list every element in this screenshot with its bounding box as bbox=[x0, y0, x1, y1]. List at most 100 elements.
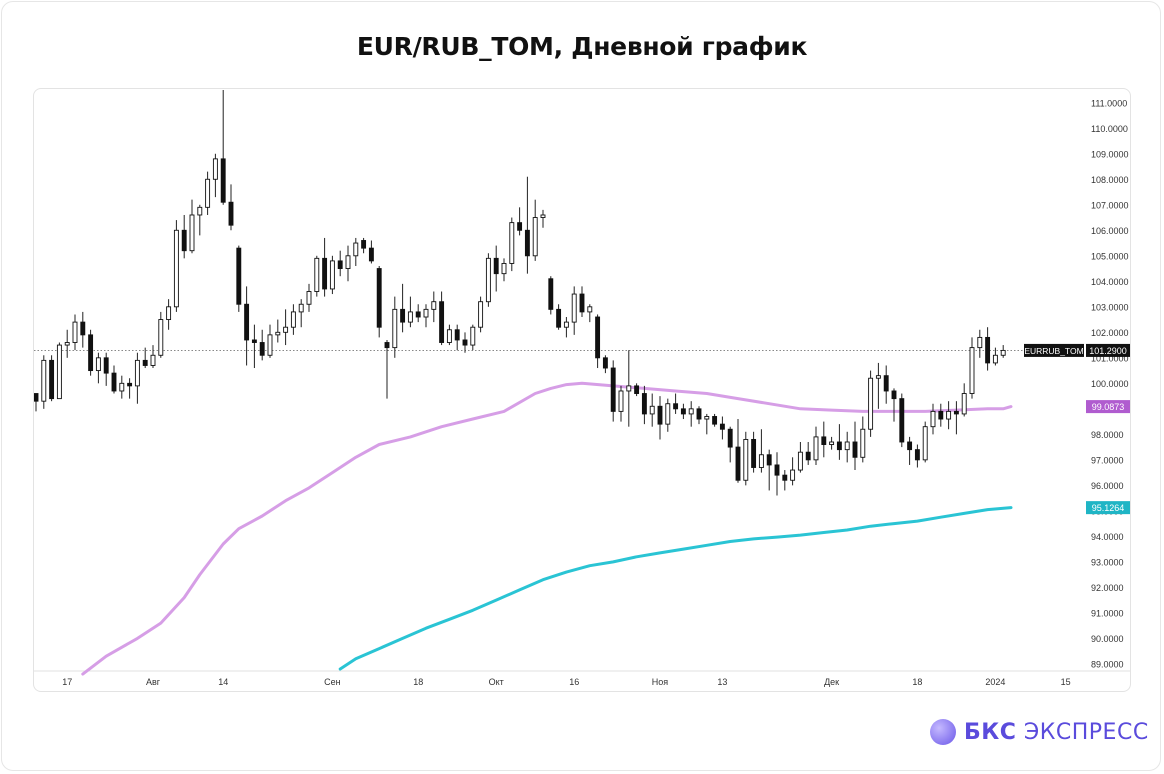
candle-body bbox=[922, 426, 928, 461]
candle-body bbox=[244, 303, 250, 341]
candle-body bbox=[259, 342, 265, 356]
candle-body bbox=[88, 334, 94, 372]
candle-body bbox=[446, 329, 452, 343]
candle-body bbox=[64, 342, 70, 346]
y-tick-label: 104.0000 bbox=[1091, 277, 1129, 287]
candle-body bbox=[860, 428, 866, 458]
candle-body bbox=[392, 308, 398, 349]
brand-bold: БКС bbox=[964, 719, 1017, 745]
y-tick-label: 111.0000 bbox=[1091, 98, 1127, 108]
moving-average-line bbox=[81, 381, 1013, 676]
candle-body bbox=[337, 260, 343, 269]
x-tick-label: Ноя bbox=[652, 677, 669, 687]
candle-body bbox=[946, 410, 952, 420]
candle-body bbox=[478, 301, 484, 328]
candle-body bbox=[758, 454, 764, 468]
candle-body bbox=[275, 331, 281, 336]
y-tick-label: 101.0000 bbox=[1091, 353, 1129, 363]
last-price-name: EURRUB_TOM bbox=[1024, 346, 1083, 356]
candle-body bbox=[805, 451, 811, 461]
x-tick-label: Окт bbox=[489, 677, 504, 687]
candle-body bbox=[41, 359, 47, 402]
chart-title: EUR/RUB_TOM, Дневной график bbox=[356, 32, 808, 61]
candle-body bbox=[977, 336, 983, 349]
last-price-value: 101.2900 bbox=[1089, 346, 1127, 356]
candle-body bbox=[556, 308, 562, 328]
candle-body bbox=[142, 359, 148, 366]
candle-body bbox=[883, 375, 889, 392]
y-tick-label: 94.0000 bbox=[1091, 532, 1124, 542]
candle-body bbox=[602, 357, 608, 369]
candle-body bbox=[454, 329, 460, 341]
candle-body bbox=[1000, 349, 1006, 356]
y-tick-label: 90.0000 bbox=[1091, 634, 1124, 644]
price-chart[interactable]: 89.0000 90.0000 91.0000 92.0000 93.0000 94.00… bbox=[34, 89, 1131, 692]
candle-body bbox=[657, 405, 663, 425]
x-tick-label: 18 bbox=[413, 677, 423, 687]
candle-body bbox=[111, 372, 117, 392]
candle-body bbox=[306, 291, 312, 305]
ma-value-tag bbox=[1086, 501, 1130, 515]
chart-panel[interactable]: 89.0000 90.0000 91.0000 92.0000 93.0000 94.00… bbox=[33, 88, 1131, 692]
bks-express-logo: БКС ЭКСПРЕСС bbox=[930, 718, 1149, 746]
candle-body bbox=[899, 398, 905, 443]
candle-body bbox=[197, 206, 203, 216]
x-tick-label: 14 bbox=[218, 677, 228, 687]
candle-body bbox=[727, 428, 733, 448]
candle-body bbox=[751, 438, 757, 468]
y-tick-label: 92.0000 bbox=[1091, 583, 1124, 593]
y-tick-label: 89.0000 bbox=[1091, 659, 1124, 669]
candle-body bbox=[790, 469, 796, 481]
x-tick-label: 17 bbox=[62, 677, 72, 687]
candle-body bbox=[158, 319, 164, 356]
candle-body bbox=[961, 393, 967, 415]
candle-body bbox=[407, 311, 413, 323]
candle-body bbox=[329, 260, 335, 290]
candle-body bbox=[836, 441, 842, 451]
candle-body bbox=[673, 403, 679, 410]
candle-body bbox=[985, 336, 991, 364]
y-tick-label: 106.0000 bbox=[1091, 226, 1129, 236]
brand-rest: ЭКСПРЕСС bbox=[1016, 719, 1149, 745]
candle-body bbox=[49, 359, 55, 400]
y-tick-label: 96.0000 bbox=[1091, 481, 1124, 491]
candle-body bbox=[774, 464, 780, 476]
y-tick-label: 108.0000 bbox=[1091, 175, 1129, 185]
candle-body bbox=[532, 217, 538, 257]
candle-body bbox=[439, 301, 445, 343]
candle-body bbox=[852, 441, 858, 458]
moving-average-line bbox=[338, 506, 1013, 671]
candle-body bbox=[431, 301, 437, 310]
x-tick-label: Сен bbox=[324, 677, 341, 687]
candle-body bbox=[875, 375, 881, 379]
candle-body bbox=[719, 423, 725, 430]
last-price-name-tag bbox=[1024, 343, 1084, 357]
candle-body bbox=[595, 316, 601, 359]
candle-body bbox=[368, 247, 374, 262]
x-tick-label: 16 bbox=[569, 677, 579, 687]
candle-body bbox=[485, 257, 491, 303]
candle-body bbox=[524, 229, 530, 257]
candle-body bbox=[423, 308, 429, 318]
candle-body bbox=[322, 257, 328, 290]
candle-body bbox=[517, 222, 523, 231]
candle-body bbox=[712, 416, 718, 425]
candle-body bbox=[361, 240, 367, 249]
candle-body bbox=[212, 158, 218, 180]
candle-body bbox=[829, 441, 835, 445]
candle-body bbox=[626, 385, 632, 392]
x-tick-label: 18 bbox=[912, 677, 922, 687]
candle-body bbox=[173, 229, 179, 308]
candle-body bbox=[782, 474, 788, 481]
candle-body bbox=[34, 393, 39, 402]
candle-body bbox=[298, 303, 304, 313]
candle-body bbox=[127, 382, 133, 387]
candle-body bbox=[228, 201, 234, 226]
candle-body bbox=[470, 326, 476, 346]
candle-body bbox=[493, 257, 499, 275]
candle-body bbox=[95, 357, 101, 372]
candle-body bbox=[400, 308, 406, 323]
candle-body bbox=[992, 354, 998, 364]
y-tick-label: 100.0000 bbox=[1091, 379, 1129, 389]
